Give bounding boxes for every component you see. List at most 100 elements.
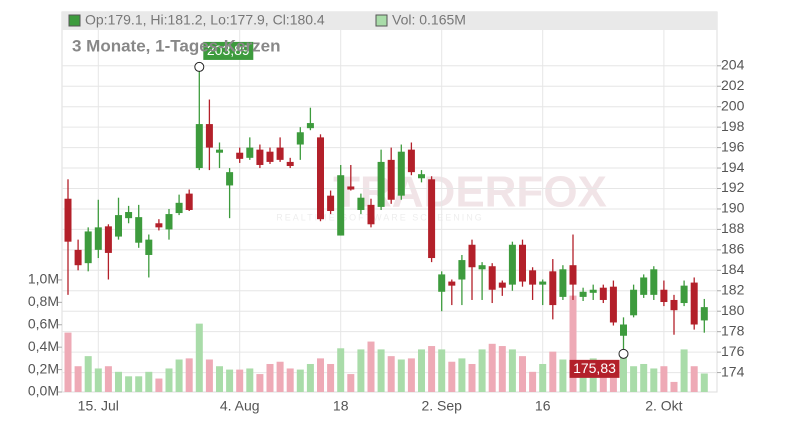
volume-bar xyxy=(256,374,264,392)
volume-bar xyxy=(407,358,415,392)
ohlc-icon xyxy=(68,14,81,27)
high-label: 203,89 xyxy=(207,42,250,58)
volume-bar xyxy=(650,368,658,392)
candle-body xyxy=(135,217,143,243)
volume-bar xyxy=(195,323,203,392)
y-tick-label: 202 xyxy=(721,77,745,93)
candle-body xyxy=(175,202,183,214)
candle-body xyxy=(266,151,274,162)
candle-body xyxy=(104,226,112,253)
y-tick-label: 190 xyxy=(721,200,745,216)
candle-body xyxy=(74,249,82,266)
x-tick-label: 18 xyxy=(333,398,349,414)
low-label: 175,83 xyxy=(573,360,616,376)
volume-bar xyxy=(155,378,163,392)
candle-body xyxy=(205,124,213,148)
candle-body xyxy=(579,291,587,297)
volume-bar xyxy=(236,369,244,392)
candle-body xyxy=(650,269,658,295)
y-tick-label: 184 xyxy=(721,261,745,277)
candle-body xyxy=(549,271,557,306)
candle-body xyxy=(498,282,506,288)
candle-body xyxy=(478,265,486,270)
candle-body xyxy=(296,132,304,145)
volume-bar xyxy=(458,358,466,392)
volume-bar xyxy=(488,343,496,392)
candle-body xyxy=(630,289,638,316)
candle-body xyxy=(700,307,708,321)
y-tick-label: 180 xyxy=(721,302,745,318)
volume-bar xyxy=(74,366,82,392)
candle-body xyxy=(317,137,324,220)
volume-bar xyxy=(508,349,516,392)
volume-bar xyxy=(670,381,678,392)
volume-icon xyxy=(375,14,388,27)
header-bar xyxy=(62,12,717,30)
candle-body xyxy=(438,274,446,292)
y-tick-label: 186 xyxy=(721,241,745,257)
candle-body xyxy=(155,223,163,228)
y-tick-label: 188 xyxy=(721,220,745,236)
candle-body xyxy=(397,151,405,196)
candle-body xyxy=(387,159,395,200)
y-tick-label: 192 xyxy=(721,179,745,195)
x-tick-label: 2. Okt xyxy=(645,398,682,414)
candle-body xyxy=(125,212,133,219)
volume-bar xyxy=(397,359,405,392)
candle-body xyxy=(569,265,577,285)
volume-bar xyxy=(559,359,567,392)
volume-bar xyxy=(498,346,506,392)
volume-bar xyxy=(468,363,476,392)
volume-bar xyxy=(418,349,425,392)
x-tick-label: 15. Jul xyxy=(78,398,119,414)
volume-bar xyxy=(84,356,92,392)
y2-tick-label: 0,6M xyxy=(28,315,59,331)
volume-bar xyxy=(630,366,638,392)
volume-bar xyxy=(620,353,627,392)
candle-body xyxy=(620,324,627,336)
volume-bar xyxy=(377,349,385,392)
candle-body xyxy=(640,277,648,295)
volume-bar xyxy=(317,358,324,392)
candle-body xyxy=(589,289,597,293)
candle-body xyxy=(599,287,607,300)
candle-body xyxy=(185,193,193,210)
candle-body xyxy=(306,123,314,129)
x-tick-label: 2. Sep xyxy=(421,398,462,414)
volume-bar xyxy=(276,361,284,392)
volume-bar xyxy=(226,369,234,392)
volume-bar xyxy=(296,369,304,392)
candle-body xyxy=(327,195,335,211)
candle-body xyxy=(367,204,375,225)
volume-bar xyxy=(205,359,213,392)
candle-body xyxy=(236,152,244,159)
volume-bar xyxy=(438,349,446,392)
candle-body xyxy=(690,282,698,325)
y-tick-label: 196 xyxy=(721,138,745,154)
candle-body xyxy=(357,197,365,210)
subtitle: 3 Monate, 1-Tages-Kerzen xyxy=(72,36,280,55)
candle-body xyxy=(529,270,537,285)
candle-body xyxy=(559,269,567,297)
candle-body xyxy=(377,161,385,207)
volume-bar xyxy=(337,348,345,392)
candle-body xyxy=(165,214,173,230)
y2-tick-label: 0,2M xyxy=(28,360,59,376)
low-marker xyxy=(618,348,629,359)
candle-body xyxy=(448,281,456,286)
low-label-box xyxy=(569,359,620,378)
x-tick-label: 16 xyxy=(535,398,551,414)
volume-bar xyxy=(640,363,648,392)
volume-bar xyxy=(428,346,436,392)
y-tick-label: 176 xyxy=(721,343,745,359)
high-marker xyxy=(194,61,205,72)
candle-body xyxy=(216,149,223,153)
candle-body xyxy=(458,260,466,280)
volume-bar xyxy=(387,356,395,392)
volume-bar xyxy=(125,376,133,392)
volume-bar xyxy=(175,359,183,392)
volume-bar xyxy=(115,371,122,392)
volume-bar xyxy=(690,366,698,392)
candle-body xyxy=(468,244,476,268)
volume-bar xyxy=(357,349,365,392)
